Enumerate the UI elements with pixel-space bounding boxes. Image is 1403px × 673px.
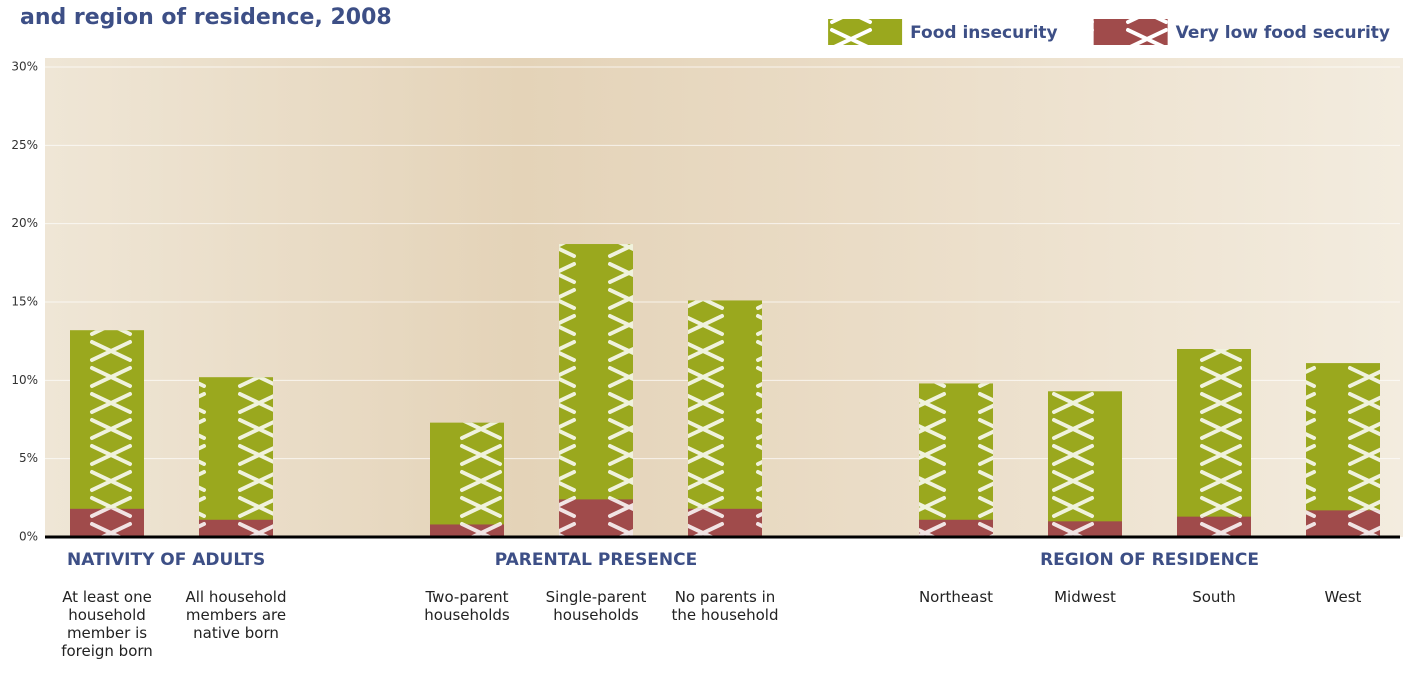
legend-swatch-pattern [1093,19,1168,45]
bar-pattern [919,519,993,537]
bar-pattern [430,422,504,537]
group-label: PARENTAL PRESENCE [494,550,698,570]
y-tick-label: 25% [11,138,38,152]
bar-pattern [199,377,273,537]
y-tick-label: 30% [11,60,38,74]
bar-pattern [1048,391,1122,537]
bar-pattern [70,508,144,537]
x-tick-label: All household members are native born [185,588,287,642]
bar-pattern [1306,510,1380,537]
bar-pattern [688,300,762,537]
bar-pattern [1177,516,1251,537]
x-tick-label: South [1192,588,1236,606]
x-tick-label: At least one household member is foreign… [61,588,153,660]
bar-pattern [430,524,504,537]
y-tick-label: 20% [11,216,38,230]
y-tick-label: 5% [19,451,38,465]
bar-pattern [1177,349,1251,537]
bar-pattern [559,244,633,538]
y-tick-label: 0% [19,530,38,544]
bar-pattern [199,519,273,537]
legend-label: Very low food security [1176,23,1390,43]
y-tick-label: 10% [11,373,38,387]
x-tick-label: Northeast [918,588,994,606]
legend-swatch-pattern [828,19,903,45]
bar-pattern [70,330,144,537]
bar-pattern [559,499,633,537]
x-tick-label: Single-parent households [545,588,647,624]
bar-pattern [1306,363,1380,537]
legend-label: Food insecurity [910,23,1058,43]
bar-pattern [1048,521,1122,537]
group-label: REGION OF RESIDENCE [1040,550,1259,570]
x-tick-label: West [1324,588,1362,606]
bar-pattern [688,508,762,537]
bar-pattern [919,383,993,537]
x-tick-label: No parents in the household [671,588,779,624]
y-tick-label: 15% [11,295,38,309]
x-tick-label: Midwest [1054,588,1116,606]
chart-title: and region of residence, 2008 [20,5,392,30]
group-label: NATIVITY OF ADULTS [67,550,266,570]
x-tick-label: Two-parent households [424,588,510,624]
